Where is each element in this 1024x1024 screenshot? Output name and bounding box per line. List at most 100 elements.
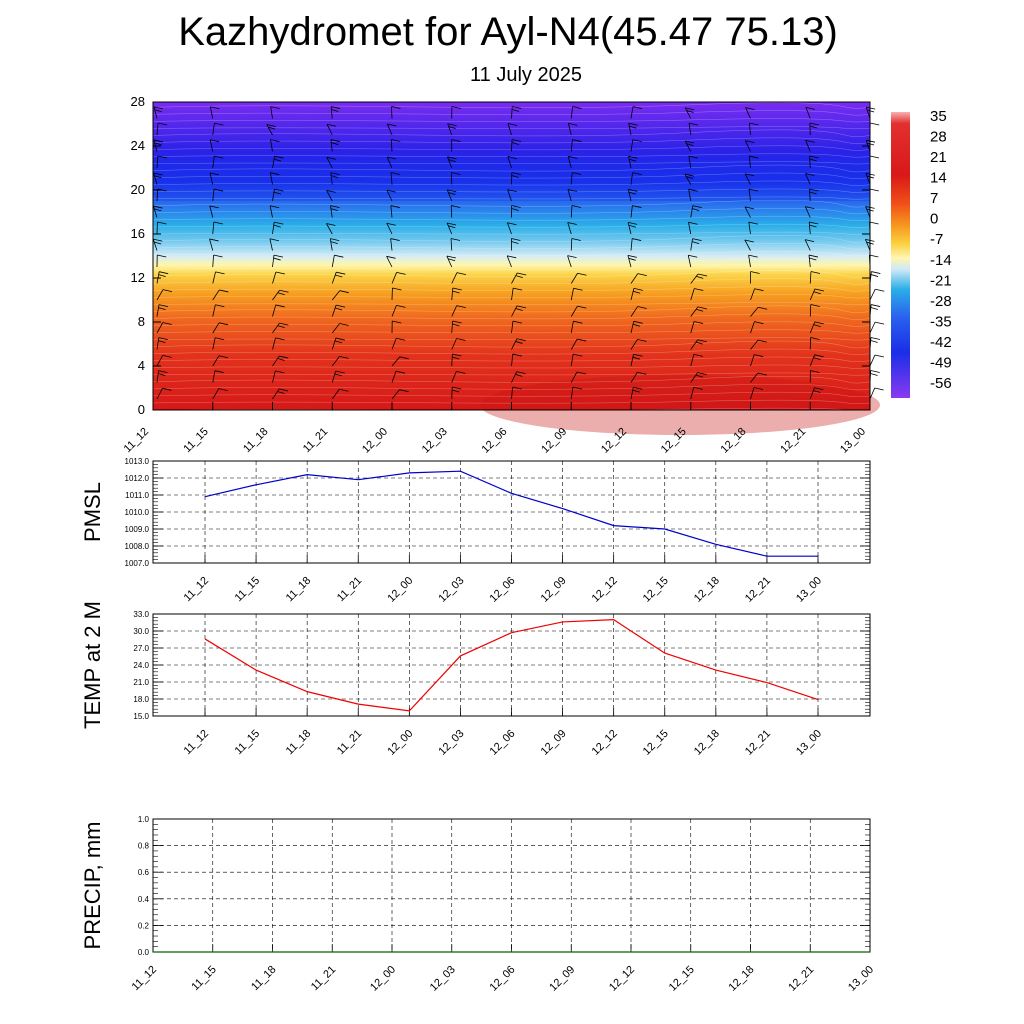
colorbar-label: -7 [930, 231, 943, 248]
wind-barb [510, 238, 521, 251]
wind-barb-staff [272, 222, 275, 235]
wind-barb-staff [750, 321, 755, 334]
wind-barb-staff [511, 305, 518, 317]
temperature-contour [152, 118, 871, 123]
wind-barb-feather [573, 353, 583, 357]
wind-barb-feather [511, 175, 519, 178]
wind-barb [330, 205, 340, 218]
wind-barb-feather [448, 192, 456, 196]
wind-barb-staff [156, 304, 160, 317]
wind-barb-feather [451, 139, 461, 142]
wind-barb-feather [814, 288, 825, 292]
wind-barb-staff [809, 304, 812, 317]
wind-barb-staff [570, 139, 573, 152]
wind-barb-feather [386, 222, 396, 226]
wind-barb-feather [875, 288, 885, 292]
wind-barb-staff [688, 189, 692, 202]
wind-barb-feather [210, 139, 220, 143]
wind-barb [270, 139, 280, 152]
wind-barb-feather [809, 125, 818, 129]
wind-barb [570, 386, 583, 400]
wind-barb-staff [507, 222, 512, 235]
x-tick-label: 11_15 [233, 728, 263, 758]
wind-barb [750, 271, 760, 284]
wind-barb [511, 139, 522, 152]
wind-barb [156, 188, 167, 202]
colorbar-label: -42 [930, 334, 952, 351]
wind-barb [809, 288, 825, 301]
wind-barb-feather [154, 109, 162, 113]
wind-barb [446, 189, 457, 202]
wind-barb-feather [809, 257, 817, 261]
wind-barb [869, 354, 884, 367]
wind-barb-feather [326, 123, 337, 127]
wind-barb-feather [513, 287, 523, 291]
wind-barb-staff [511, 272, 518, 284]
wind-barb-staff [748, 222, 751, 235]
wind-barb-feather [270, 172, 280, 176]
wind-barb-feather [219, 322, 229, 326]
wind-barb [391, 370, 406, 383]
wind-barb-feather [511, 205, 521, 208]
wind-barb-staff [690, 306, 699, 317]
wind-barb-staff [272, 156, 275, 169]
wind-barb [511, 320, 523, 334]
wind-barb [386, 123, 397, 136]
wind-barb-feather [632, 139, 642, 143]
wind-barb-feather [154, 208, 162, 212]
wind-barb-staff [507, 189, 512, 202]
wind-barb-feather [813, 324, 821, 328]
colorbar-label: 0 [930, 211, 938, 228]
temperature-contour [152, 235, 871, 243]
wind-barb-staff [744, 173, 751, 185]
temperature-cross-section-panel: 0 4 8 12 16 20 24 28 11_12 11_15 11_18 11_21 12_00 12… [122, 94, 952, 456]
wind-barb [809, 387, 824, 400]
wind-barb-staff [156, 355, 163, 367]
wind-barb-feather [214, 122, 224, 126]
wind-barb [272, 355, 289, 367]
wind-barb-feather [813, 291, 821, 295]
wind-barb-feather [153, 238, 163, 242]
wind-barb [869, 321, 885, 334]
wind-barb-staff [567, 189, 572, 202]
wind-barb [212, 271, 225, 284]
wind-barb-feather [209, 238, 219, 242]
wind-barb-feather [392, 287, 402, 291]
wind-barb-feather [693, 321, 704, 324]
y-tick-label: 8 [138, 314, 145, 329]
wind-barb-feather [386, 255, 396, 259]
wind-barb [330, 139, 340, 152]
wind-barb-feather [567, 189, 578, 192]
wind-barb [326, 156, 336, 169]
temperature-contour [152, 196, 871, 200]
wind-barb-staff [630, 387, 634, 400]
wind-barb-feather [158, 337, 168, 341]
wind-barb [507, 189, 517, 202]
wind-barb-feather [809, 224, 817, 228]
wind-barb [690, 321, 704, 334]
wind-barb-feather [339, 388, 349, 392]
wind-barb [744, 140, 755, 152]
wind-barb-staff [630, 339, 638, 350]
wind-barb-staff [331, 272, 337, 284]
wind-barb-feather [515, 275, 523, 278]
wind-barb-feather [577, 305, 587, 309]
wind-barb-staff [451, 272, 458, 284]
wind-barb [567, 222, 577, 235]
wind-barb [630, 338, 647, 350]
wind-barb-feather [688, 188, 698, 192]
temperature-contour [152, 251, 871, 257]
wind-barb [869, 221, 879, 235]
wind-barb-feather [577, 272, 587, 276]
wind-barb [684, 173, 694, 185]
wind-barb [748, 221, 758, 235]
wind-barb-feather [754, 321, 764, 325]
wind-barb-feather [452, 290, 460, 294]
temperature-contour [152, 172, 871, 179]
wind-barb-feather [874, 354, 884, 358]
wind-barb-feather [162, 387, 172, 391]
wind-barb-staff [270, 139, 273, 152]
wind-barb-staff [688, 156, 692, 169]
x-tick-label: 11_21 [335, 575, 365, 605]
wind-barb [630, 139, 642, 152]
